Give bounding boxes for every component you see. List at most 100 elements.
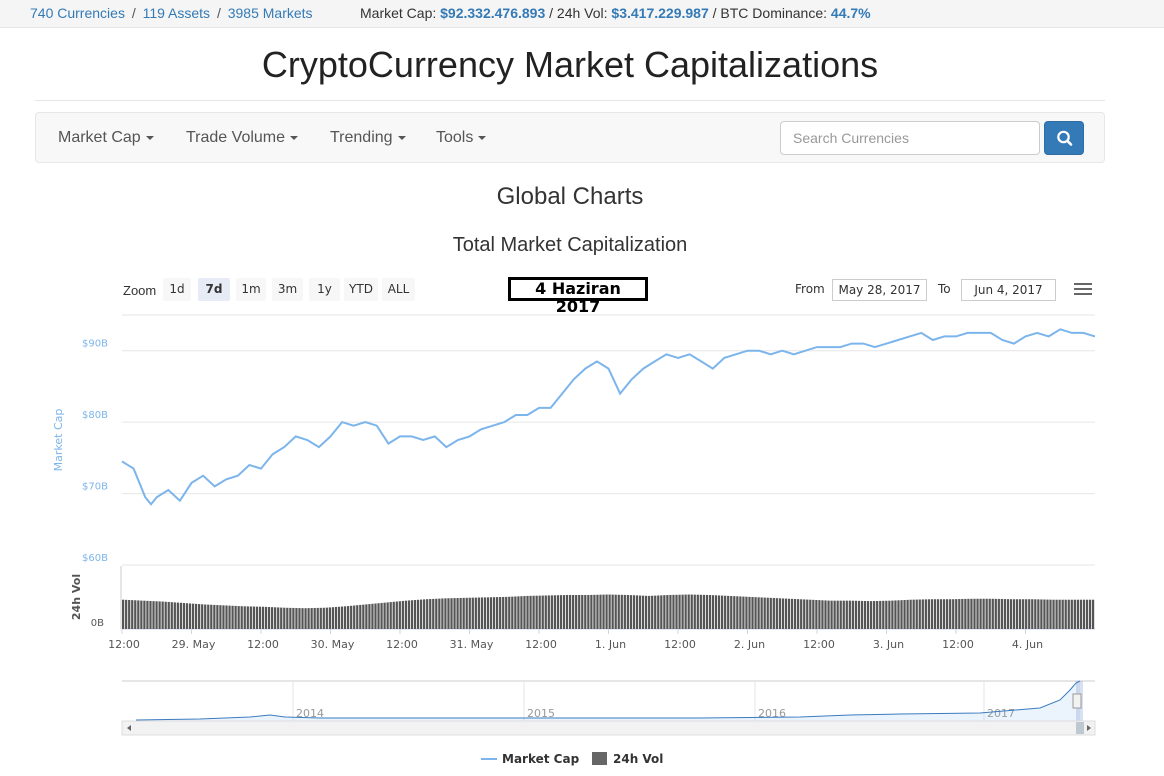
volume-bar bbox=[1003, 599, 1007, 629]
page-heading: Global Charts bbox=[496, 183, 644, 210]
markets-link[interactable]: 3985 Markets bbox=[227, 5, 313, 21]
volume-bar bbox=[216, 605, 219, 629]
y-tick-label: $90B bbox=[82, 339, 108, 350]
zoom-ytd-button[interactable]: YTD bbox=[344, 278, 378, 301]
nav-trending[interactable]: Trending bbox=[330, 129, 406, 147]
volume-bar bbox=[286, 607, 289, 629]
scroll-right-icon[interactable] bbox=[1087, 725, 1091, 731]
volume-bar bbox=[502, 596, 505, 629]
nav-trade-volume[interactable]: Trade Volume bbox=[186, 129, 299, 147]
volume-bar bbox=[471, 597, 474, 629]
legend-item-24h-vol[interactable]: 24h Vol bbox=[592, 752, 663, 766]
scroll-left-icon[interactable] bbox=[127, 725, 131, 731]
volume-bar bbox=[879, 600, 882, 629]
y-tick-label: $80B bbox=[82, 410, 108, 421]
x-tick-label: 29. May bbox=[172, 638, 216, 651]
volume-bar bbox=[538, 595, 541, 629]
volume-bar bbox=[553, 595, 557, 629]
volume-bar bbox=[489, 597, 493, 629]
volume-bar bbox=[891, 600, 894, 629]
volume-bar bbox=[742, 596, 745, 629]
volume-bar bbox=[499, 597, 502, 629]
zoom-all-button[interactable]: ALL bbox=[382, 278, 415, 301]
volume-bar bbox=[277, 607, 280, 629]
volume-bar bbox=[270, 607, 274, 629]
navigator-area bbox=[136, 681, 1080, 721]
currencies-link[interactable]: 740 Currencies bbox=[30, 5, 125, 21]
assets-link[interactable]: 119 Assets bbox=[142, 5, 211, 21]
volume-bar bbox=[845, 600, 848, 629]
navigator[interactable]: 2014201520162017 bbox=[121, 680, 1096, 736]
volume-bar bbox=[532, 595, 535, 629]
volume-bar bbox=[152, 601, 155, 629]
volume-bar bbox=[717, 595, 721, 629]
legend-label-24h-vol: 24h Vol bbox=[613, 752, 663, 766]
volume-bar bbox=[702, 594, 705, 629]
volume-bar bbox=[635, 595, 639, 629]
volume-bar bbox=[185, 603, 189, 629]
volume-bar bbox=[1025, 599, 1028, 629]
volume-bar bbox=[827, 600, 830, 629]
volume-bar bbox=[766, 597, 769, 629]
volume-bar bbox=[249, 606, 252, 629]
zoom-3m-button[interactable]: 3m bbox=[272, 278, 303, 301]
volume-bar bbox=[544, 595, 547, 629]
volume-bar bbox=[155, 601, 158, 629]
volume-bar bbox=[280, 607, 283, 629]
volume-bar bbox=[343, 606, 347, 629]
zoom-1y-button[interactable]: 1y bbox=[309, 278, 340, 301]
volume-bar bbox=[973, 598, 976, 629]
volume-bar bbox=[122, 599, 125, 630]
volume-bar bbox=[158, 601, 161, 629]
volume-bar bbox=[988, 598, 991, 629]
volume-bar bbox=[1031, 599, 1034, 629]
volume-bar bbox=[565, 594, 569, 629]
x-tick-label: 4. Jun bbox=[1012, 638, 1043, 651]
volume-bar bbox=[213, 604, 216, 629]
search-button[interactable] bbox=[1044, 121, 1084, 155]
x-tick-label: 3. Jun bbox=[873, 638, 904, 651]
volume-bar bbox=[781, 598, 785, 629]
zoom-1m-button[interactable]: 1m bbox=[236, 278, 266, 301]
search-input[interactable] bbox=[780, 121, 1040, 155]
volume-bar bbox=[915, 599, 918, 629]
volume-bar bbox=[933, 599, 937, 629]
volume-bar bbox=[1076, 599, 1079, 630]
zoom-1d-button[interactable]: 1d bbox=[163, 278, 191, 301]
volume-bar bbox=[517, 596, 520, 629]
navigator-scrollbar[interactable] bbox=[121, 720, 1096, 736]
nav-tools[interactable]: Tools bbox=[436, 129, 487, 147]
volume-bar bbox=[204, 604, 207, 629]
legend-item-market-cap[interactable]: Market Cap bbox=[481, 752, 580, 766]
from-date-input[interactable]: May 28, 2017 bbox=[832, 279, 927, 301]
nav-market-cap[interactable]: Market Cap bbox=[58, 129, 154, 147]
volume-bar bbox=[897, 600, 900, 629]
volume-bar bbox=[131, 600, 134, 629]
volume-bar bbox=[1064, 599, 1067, 630]
zoom-7d-button[interactable]: 7d bbox=[198, 278, 230, 301]
volume-bar bbox=[979, 598, 982, 629]
volume-bar bbox=[559, 595, 563, 629]
volume-bars bbox=[122, 594, 1095, 630]
nav-label: Trending bbox=[330, 129, 393, 146]
volume-bar bbox=[632, 595, 636, 629]
volume-bar bbox=[401, 600, 404, 629]
volume-bar bbox=[194, 603, 198, 629]
btc-dominance-label: / BTC Dominance: bbox=[712, 5, 828, 21]
volume-bar bbox=[900, 600, 903, 629]
volume-bar bbox=[623, 594, 626, 629]
navigator-handle-icon[interactable] bbox=[1072, 693, 1082, 709]
volume-bar bbox=[836, 600, 839, 629]
volume-bar bbox=[602, 594, 605, 629]
scrollbar-thumb[interactable] bbox=[1076, 722, 1084, 734]
to-date-input[interactable]: Jun 4, 2017 bbox=[961, 279, 1056, 301]
volume-bar bbox=[413, 600, 417, 629]
volume-bar bbox=[641, 595, 645, 629]
volume-bar bbox=[730, 596, 733, 629]
volume-bar bbox=[754, 597, 757, 629]
volume-bar bbox=[803, 599, 806, 629]
x-tick-label: 30. May bbox=[311, 638, 355, 651]
volume-bar bbox=[441, 598, 444, 629]
site-title[interactable]: CryptoCurrency Market Capitalizations bbox=[261, 44, 879, 85]
chart-menu-button[interactable] bbox=[1074, 283, 1092, 297]
